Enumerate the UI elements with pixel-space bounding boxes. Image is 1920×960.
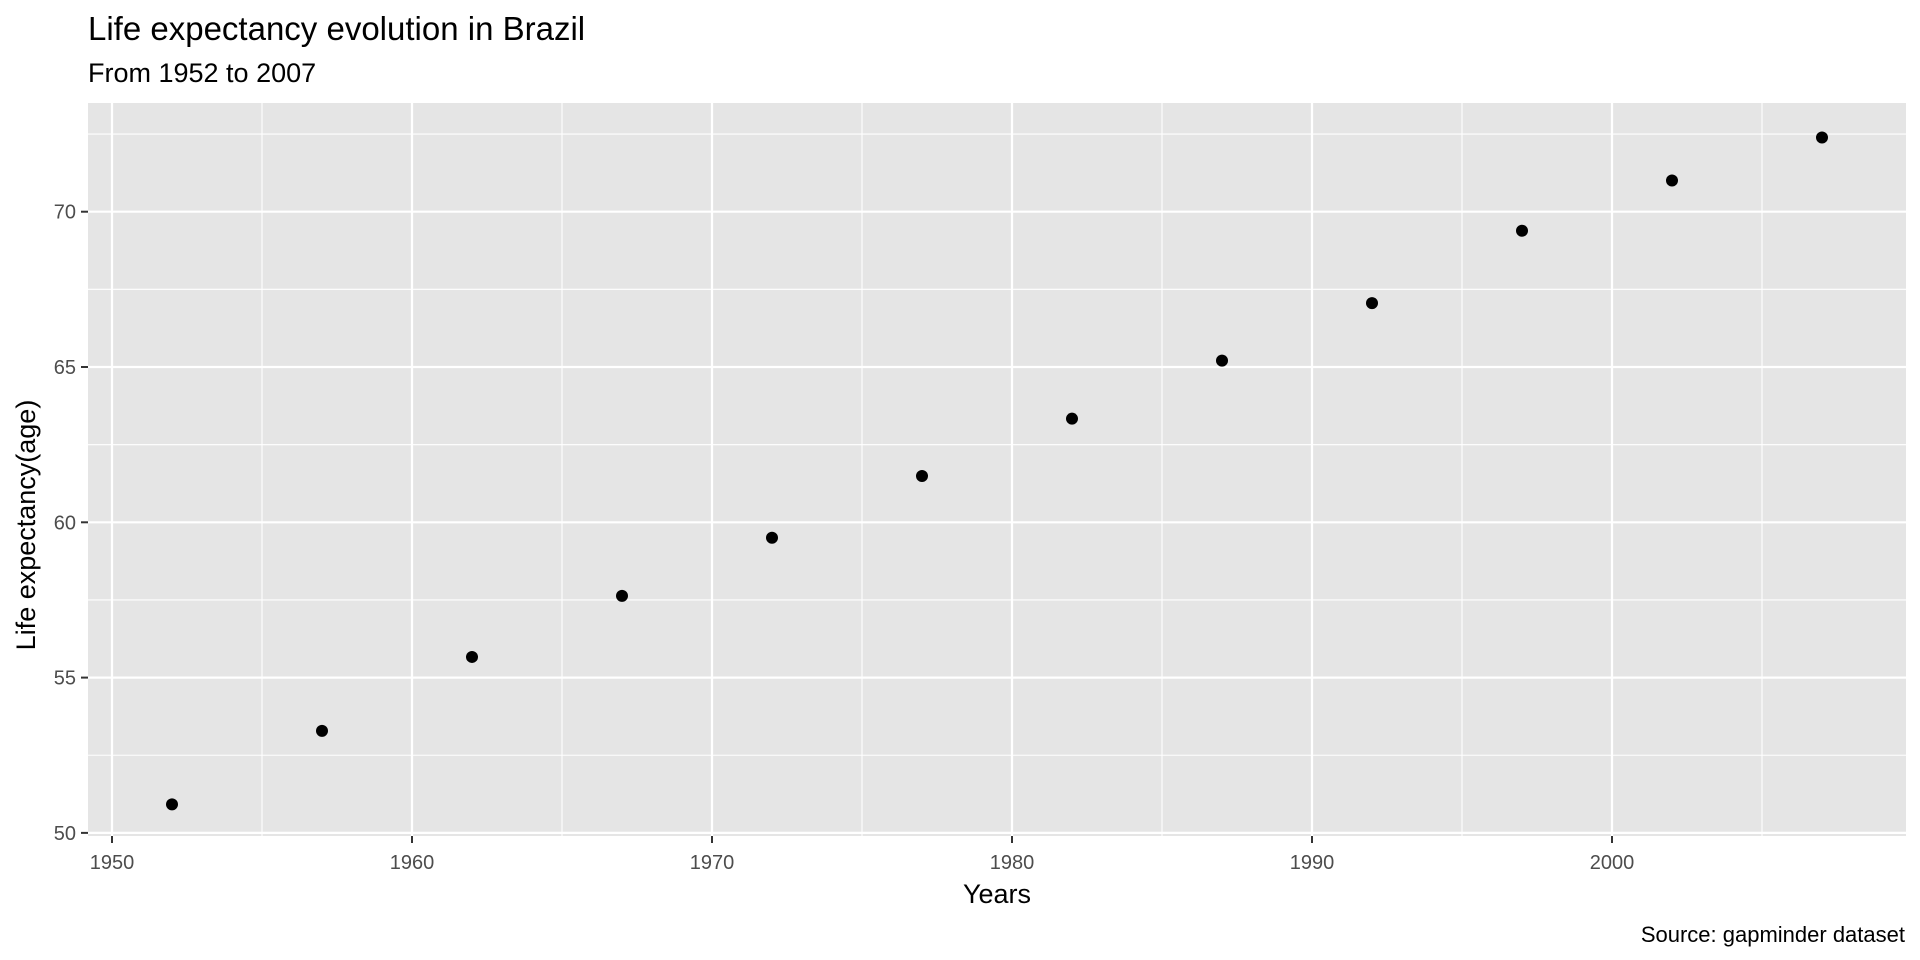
data-point xyxy=(1816,131,1828,144)
data-point xyxy=(466,650,478,663)
data-point xyxy=(1366,297,1378,310)
y-tick-label: 60 xyxy=(54,512,76,534)
data-points xyxy=(166,131,1828,811)
x-axis: 1950 1960 1970 1980 1990 2000 xyxy=(90,836,1635,874)
y-axis-title: Life expectancy(age) xyxy=(11,400,41,651)
x-tick-label: 1960 xyxy=(390,852,435,874)
plot-panel xyxy=(88,103,1906,836)
data-point xyxy=(1666,174,1678,187)
y-tick-label: 55 xyxy=(54,668,76,690)
x-tick-label: 1950 xyxy=(90,852,135,874)
chart-caption: Source: gapminder dataset xyxy=(1641,922,1905,947)
x-tick-label: 1970 xyxy=(690,852,735,874)
data-point xyxy=(916,470,928,483)
y-tick-label: 65 xyxy=(54,357,76,379)
data-point xyxy=(766,531,778,544)
data-point xyxy=(316,724,328,737)
x-tick-label: 2000 xyxy=(1590,852,1635,874)
y-axis: 50 55 60 65 70 xyxy=(54,202,88,845)
x-axis-title: Years xyxy=(963,879,1031,909)
major-gridlines xyxy=(88,103,1906,836)
minor-gridlines xyxy=(88,103,1906,836)
chart-title: Life expectancy evolution in Brazil xyxy=(88,10,585,47)
x-tick-label: 1990 xyxy=(1290,852,1335,874)
x-tick-label: 1980 xyxy=(990,852,1035,874)
data-point xyxy=(166,798,178,811)
y-tick-label: 70 xyxy=(54,202,76,224)
data-point xyxy=(1516,224,1528,237)
data-point xyxy=(616,589,628,602)
data-point xyxy=(1216,354,1228,367)
chart-subtitle: From 1952 to 2007 xyxy=(88,58,316,88)
data-point xyxy=(1066,412,1078,425)
y-tick-label: 50 xyxy=(54,823,76,845)
